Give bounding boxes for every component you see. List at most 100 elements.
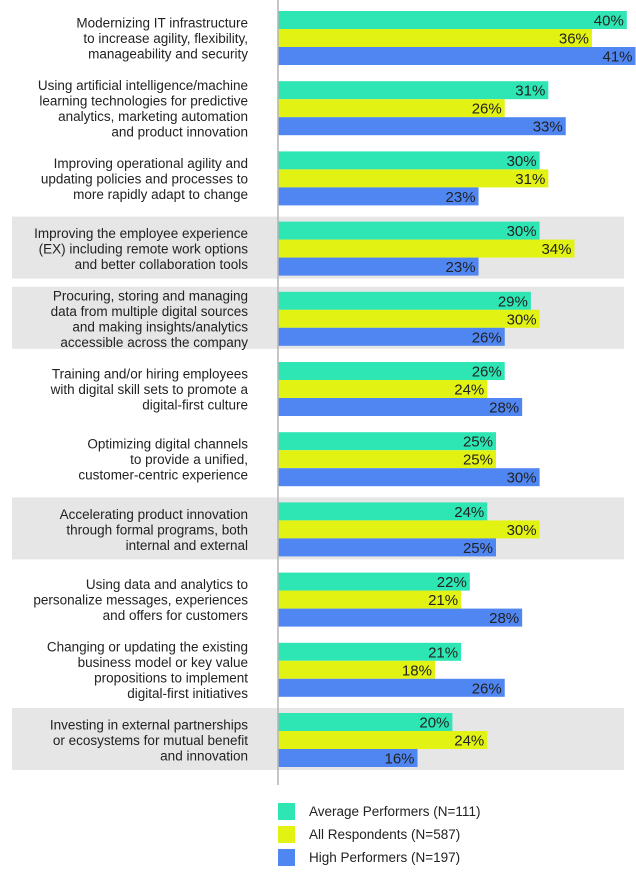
bar-average-performers-n-111-6 [278, 432, 496, 451]
legend-swatch-high [278, 849, 295, 866]
category-label-line: and innovation [160, 749, 248, 764]
category-label-line: and offers for customers [103, 608, 249, 623]
category-label-line: Procuring, storing and managing [53, 289, 248, 304]
value-label-average-performers-n-111-9: 21% [428, 644, 458, 661]
bar-average-performers-n-111-2 [278, 151, 540, 170]
bar-high-performers-n-197-10 [278, 749, 418, 767]
value-label-average-performers-n-111-8: 22% [437, 574, 467, 591]
category-label-line: learning technologies for predictive [39, 93, 248, 108]
category-label-line: Changing or updating the existing [47, 640, 248, 655]
value-label-average-performers-n-111-3: 30% [507, 223, 537, 240]
legend-item-average: Average Performers (N=111) [278, 800, 480, 823]
bar-all-respondents-n-587-5 [278, 380, 488, 398]
bar-high-performers-n-197-7 [278, 538, 496, 557]
bar-high-performers-n-197-4 [278, 327, 505, 346]
bar-high-performers-n-197-9 [278, 678, 505, 697]
value-label-all-respondents-n-587-6: 25% [463, 452, 493, 469]
legend-label-all: All Respondents (N=587) [309, 827, 461, 842]
value-label-high-performers-n-197-4: 26% [472, 329, 502, 346]
value-label-high-performers-n-197-5: 28% [489, 400, 519, 417]
category-label-line: digital-first initiatives [127, 686, 248, 701]
legend-swatch-average [278, 803, 295, 820]
value-label-average-performers-n-111-4: 29% [498, 293, 528, 310]
category-label-line: Improving the employee experience [34, 226, 248, 241]
category-label-line: and product innovation [111, 124, 248, 139]
bar-average-performers-n-111-9 [278, 642, 462, 661]
bar-high-performers-n-197-0 [278, 47, 636, 65]
category-label-line: Accelerating product innovation [60, 507, 248, 522]
value-label-average-performers-n-111-1: 31% [515, 83, 545, 100]
category-label-line: with digital skill sets to promote a [50, 382, 249, 397]
legend-swatch-all [278, 826, 295, 843]
category-label-line: through formal programs, both [66, 522, 248, 537]
value-label-high-performers-n-197-0: 41% [602, 49, 632, 66]
category-label-line: to provide a unified, [130, 452, 248, 467]
category-label-line: digital-first culture [142, 398, 248, 413]
category-label-line: Investing in external partnerships [50, 718, 248, 733]
value-label-average-performers-n-111-10: 20% [419, 715, 449, 732]
bar-high-performers-n-197-2 [278, 187, 479, 206]
category-label-line: Using data and analytics to [86, 577, 248, 592]
legend-item-high: High Performers (N=197) [278, 846, 480, 869]
category-label-line: and making insights/analytics [72, 320, 248, 335]
category-label-line: personalize messages, experiences [33, 593, 248, 608]
category-label-line: to increase agility, flexibility, [83, 31, 248, 46]
category-label-line: Improving operational agility and [54, 156, 248, 171]
value-label-high-performers-n-197-6: 30% [507, 470, 537, 487]
value-label-average-performers-n-111-5: 26% [472, 364, 502, 381]
value-label-high-performers-n-197-10: 16% [384, 751, 414, 768]
bar-high-performers-n-197-6 [278, 468, 540, 487]
category-label-line: propositions to implement [94, 671, 248, 686]
bar-average-performers-n-111-1 [278, 81, 549, 100]
category-label-line: internal and external [126, 538, 248, 553]
bar-high-performers-n-197-1 [278, 117, 566, 136]
category-label-line: Modernizing IT infrastructure [76, 16, 248, 31]
bar-average-performers-n-111-8 [278, 572, 470, 591]
bar-high-performers-n-197-8 [278, 608, 523, 627]
value-label-high-performers-n-197-3: 23% [446, 259, 476, 276]
bar-high-performers-n-197-3 [278, 257, 479, 276]
value-label-all-respondents-n-587-1: 26% [472, 101, 502, 118]
value-label-average-performers-n-111-0: 40% [594, 13, 624, 30]
category-label-line: data from multiple digital sources [51, 304, 249, 319]
bar-all-respondents-n-587-7 [278, 520, 540, 539]
bar-all-respondents-n-587-8 [278, 590, 462, 609]
bar-high-performers-n-197-5 [278, 398, 523, 416]
value-label-high-performers-n-197-9: 26% [472, 680, 502, 697]
category-label-line: Optimizing digital channels [87, 437, 248, 452]
bar-all-respondents-n-587-2 [278, 169, 549, 188]
legend: Average Performers (N=111) All Responden… [278, 800, 480, 869]
value-label-all-respondents-n-587-3: 34% [541, 241, 571, 258]
value-label-high-performers-n-197-7: 25% [463, 540, 493, 557]
bar-average-performers-n-111-4 [278, 291, 531, 310]
bar-all-respondents-n-587-0 [278, 29, 592, 47]
bar-all-respondents-n-587-9 [278, 660, 435, 679]
value-label-all-respondents-n-587-10: 24% [454, 733, 484, 750]
bar-all-respondents-n-587-3 [278, 239, 575, 258]
value-label-all-respondents-n-587-0: 36% [559, 31, 589, 48]
value-label-all-respondents-n-587-5: 24% [454, 382, 484, 399]
category-label-line: Using artificial intelligence/machine [38, 78, 248, 93]
value-label-high-performers-n-197-2: 23% [446, 189, 476, 206]
bar-average-performers-n-111-0 [278, 11, 627, 29]
category-label-line: analytics, marketing automation [58, 109, 248, 124]
value-label-all-respondents-n-587-8: 21% [428, 592, 458, 609]
category-label-line: (EX) including remote work options [39, 242, 249, 257]
value-label-average-performers-n-111-6: 25% [463, 434, 493, 451]
category-label-line: customer-centric experience [78, 468, 248, 483]
category-label-line: more rapidly adapt to change [73, 187, 248, 202]
value-label-all-respondents-n-587-4: 30% [507, 311, 537, 328]
bar-average-performers-n-111-10 [278, 713, 453, 731]
legend-label-high: High Performers (N=197) [309, 850, 461, 865]
bar-all-respondents-n-587-1 [278, 99, 505, 118]
legend-item-all: All Respondents (N=587) [278, 823, 480, 846]
bar-average-performers-n-111-5 [278, 362, 505, 380]
category-label-line: or ecosystems for mutual benefit [53, 733, 248, 748]
value-label-all-respondents-n-587-7: 30% [507, 522, 537, 539]
value-label-average-performers-n-111-2: 30% [507, 153, 537, 170]
bar-average-performers-n-111-7 [278, 502, 488, 521]
value-label-average-performers-n-111-7: 24% [454, 504, 484, 521]
value-label-all-respondents-n-587-9: 18% [402, 662, 432, 679]
category-label-line: updating policies and processes to [41, 171, 248, 186]
